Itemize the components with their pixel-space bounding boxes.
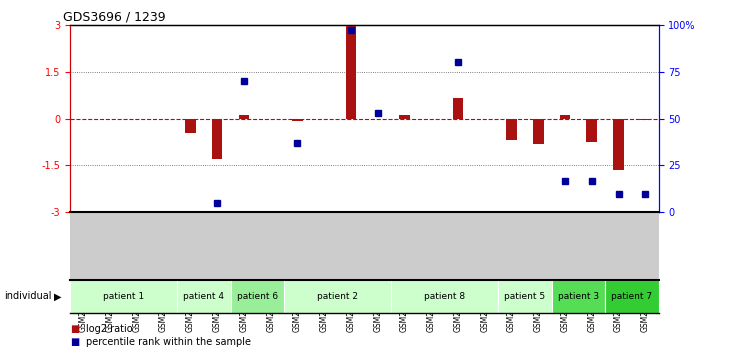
Text: individual: individual <box>4 291 52 302</box>
Text: patient 7: patient 7 <box>612 292 653 301</box>
Text: patient 5: patient 5 <box>504 292 545 301</box>
Text: log2 ratio: log2 ratio <box>86 324 132 333</box>
Bar <box>506 119 517 141</box>
Text: GDS3696 / 1239: GDS3696 / 1239 <box>63 11 165 24</box>
Bar <box>533 119 544 144</box>
Bar <box>292 119 302 121</box>
Bar <box>399 115 410 119</box>
Bar <box>552 280 605 313</box>
Text: patient 3: patient 3 <box>558 292 599 301</box>
Bar <box>212 119 222 159</box>
Bar <box>559 115 570 119</box>
Bar <box>613 119 624 170</box>
Bar <box>498 280 552 313</box>
Text: patient 6: patient 6 <box>237 292 277 301</box>
Bar <box>185 119 196 133</box>
Text: ▶: ▶ <box>54 291 61 302</box>
Bar <box>587 119 597 142</box>
Text: patient 4: patient 4 <box>183 292 224 301</box>
Bar <box>453 98 464 119</box>
Text: patient 1: patient 1 <box>103 292 144 301</box>
Text: percentile rank within the sample: percentile rank within the sample <box>86 337 251 347</box>
Bar <box>284 280 391 313</box>
Text: patient 8: patient 8 <box>424 292 465 301</box>
Bar <box>238 115 250 119</box>
Text: patient 2: patient 2 <box>317 292 358 301</box>
Bar <box>230 280 284 313</box>
Bar <box>346 26 356 119</box>
Bar <box>70 280 177 313</box>
Text: ■: ■ <box>70 324 79 333</box>
Bar <box>177 280 230 313</box>
Bar <box>640 119 651 120</box>
Bar <box>605 280 659 313</box>
Text: ■: ■ <box>70 337 79 347</box>
Bar <box>391 280 498 313</box>
